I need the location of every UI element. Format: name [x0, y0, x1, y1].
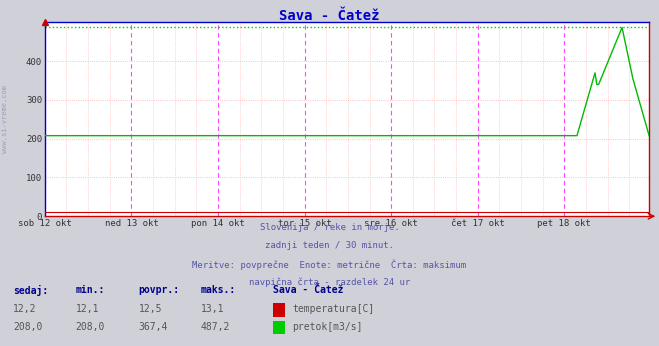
Text: www.si-vreme.com: www.si-vreme.com	[2, 85, 9, 153]
Text: min.:: min.:	[76, 285, 105, 295]
Text: 487,2: 487,2	[201, 322, 231, 332]
Text: sedaj:: sedaj:	[13, 285, 48, 297]
Text: 13,1: 13,1	[201, 304, 225, 315]
Text: 12,5: 12,5	[138, 304, 162, 315]
Text: Slovenija / reke in morje.: Slovenija / reke in morje.	[260, 223, 399, 232]
Text: Sava - Čatež: Sava - Čatež	[279, 9, 380, 22]
Text: Sava - Čatež: Sava - Čatež	[273, 285, 344, 295]
Text: 208,0: 208,0	[76, 322, 105, 332]
Text: pretok[m3/s]: pretok[m3/s]	[292, 322, 362, 332]
Text: zadnji teden / 30 minut.: zadnji teden / 30 minut.	[265, 241, 394, 250]
Text: 208,0: 208,0	[13, 322, 43, 332]
Text: 12,2: 12,2	[13, 304, 37, 315]
Text: navpična črta - razdelek 24 ur: navpična črta - razdelek 24 ur	[249, 277, 410, 286]
Text: temperatura[C]: temperatura[C]	[292, 304, 374, 315]
Text: 367,4: 367,4	[138, 322, 168, 332]
Text: Meritve: povprečne  Enote: metrične  Črta: maksimum: Meritve: povprečne Enote: metrične Črta:…	[192, 259, 467, 270]
Text: maks.:: maks.:	[201, 285, 236, 295]
Text: 12,1: 12,1	[76, 304, 100, 315]
Text: povpr.:: povpr.:	[138, 285, 179, 295]
